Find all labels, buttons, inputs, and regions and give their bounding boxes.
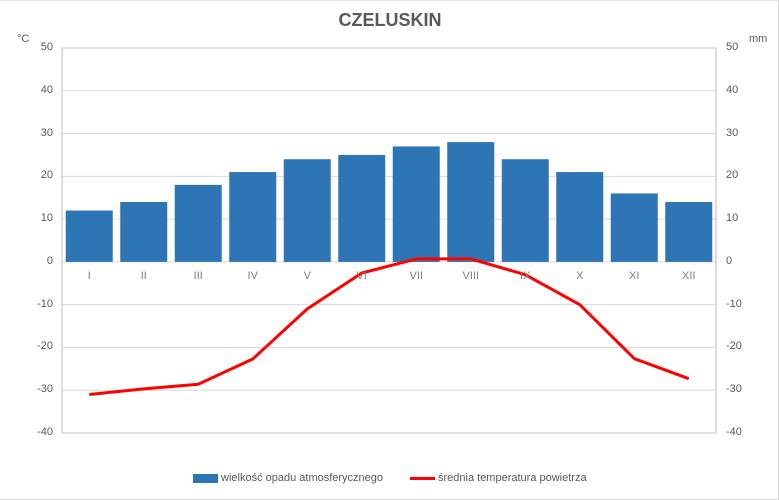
right-y-tick: -40	[726, 426, 742, 438]
x-axis-label: XI	[629, 270, 640, 282]
line-swatch-icon	[410, 476, 435, 480]
right-y-tick: -20	[726, 340, 742, 353]
left-y-tick: 10	[40, 212, 53, 225]
legend-item-temperature: średnia temperatura powietrza	[410, 472, 587, 484]
left-axis-unit: °C	[17, 33, 30, 45]
x-axis-label: VII	[409, 270, 423, 282]
precipitation-bar	[447, 142, 495, 262]
left-y-tick: 0	[46, 254, 53, 267]
precipitation-bar	[229, 172, 277, 262]
precipitation-bar	[610, 193, 658, 262]
x-axis-label: IX	[520, 270, 531, 282]
right-axis-unit: mm	[749, 33, 768, 45]
precipitation-bar	[65, 210, 113, 262]
precipitation-bar	[120, 202, 168, 262]
precipitation-bar	[556, 172, 604, 262]
x-axis-label: II	[140, 270, 147, 282]
left-y-tick: -40	[37, 426, 53, 438]
right-y-tick: 30	[726, 126, 739, 139]
right-y-tick: 50	[726, 41, 739, 53]
x-axis-label: III	[193, 270, 203, 282]
left-y-tick: 20	[40, 169, 53, 182]
legend-item-precipitation: wielkość opadu atmosferycznego	[193, 472, 383, 484]
left-y-tick: -10	[37, 297, 53, 310]
chart-title: CZELUSKIN	[338, 10, 442, 30]
x-axis-label: VI	[356, 270, 367, 282]
precipitation-bar	[501, 159, 549, 262]
right-y-tick: 40	[726, 83, 739, 96]
left-y-tick: 40	[40, 83, 53, 96]
bar-swatch-icon	[193, 473, 218, 483]
precipitation-bar	[665, 202, 713, 262]
right-y-tick: 10	[726, 212, 739, 225]
precipitation-bar	[392, 146, 440, 262]
x-axis-label: X	[576, 270, 584, 282]
precipitation-bar	[283, 159, 331, 262]
right-y-tick: 0	[726, 254, 733, 267]
left-y-tick: -20	[37, 340, 53, 353]
x-axis-label: I	[87, 270, 91, 282]
right-y-tick: 20	[726, 169, 739, 182]
right-y-tick: -10	[726, 297, 742, 310]
x-axis-label: V	[303, 270, 311, 282]
x-axis-label: VIII	[462, 270, 479, 282]
precipitation-bar	[338, 154, 386, 262]
right-y-tick: -30	[726, 383, 742, 396]
legend-label-precipitation: wielkość opadu atmosferycznego	[221, 472, 384, 484]
temperature-line	[89, 257, 690, 396]
x-axis-label: IV	[247, 270, 258, 282]
precipitation-bar	[174, 184, 222, 262]
x-axis-label: XII	[682, 270, 696, 282]
left-y-tick: 50	[40, 41, 53, 53]
left-y-tick: -30	[37, 383, 53, 396]
legend-label-temperature: średnia temperatura powietrza	[438, 472, 587, 484]
left-y-tick: 30	[40, 126, 53, 139]
